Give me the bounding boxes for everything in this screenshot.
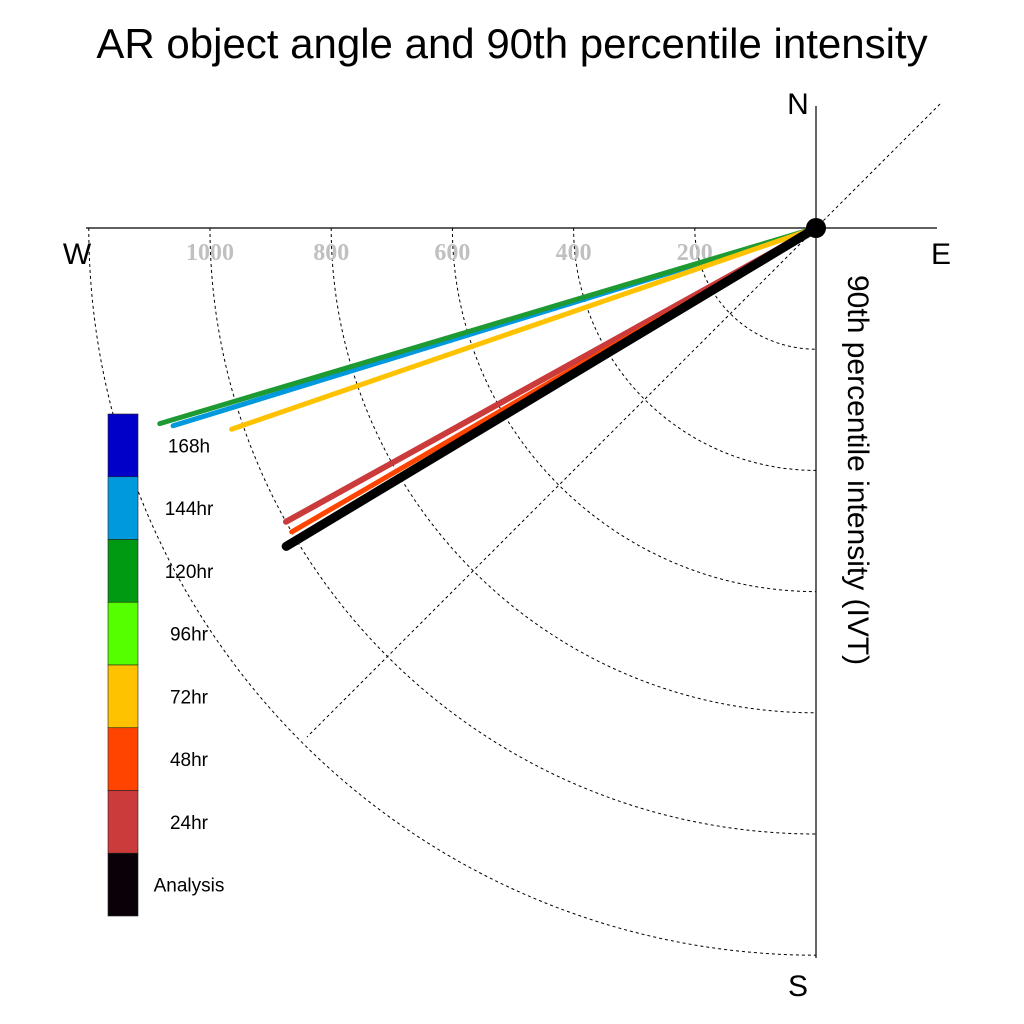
- vector-72hr: [229, 225, 819, 432]
- chart-title: AR object angle and 90th percentile inte…: [96, 20, 927, 67]
- legend-swatch-48hr: [107, 727, 139, 791]
- diagonal-guide: [306, 103, 941, 738]
- south-label: S: [788, 970, 808, 1003]
- legend-swatch-72hr: [107, 664, 139, 729]
- intensity-ring: [573, 227, 817, 471]
- origin-point: [806, 218, 826, 238]
- intensity-ring: [694, 227, 817, 350]
- legend-label-24hr: 24hr: [170, 813, 209, 834]
- west-label: W: [63, 238, 92, 271]
- legend-label-96hr: 96hr: [170, 625, 209, 646]
- legend-swatch-24hr: [107, 790, 139, 854]
- legend-label-analysis: Analysis: [154, 876, 225, 897]
- legend-label-48hr: 48hr: [170, 750, 209, 771]
- vector-120hr: [157, 225, 819, 427]
- legend-label-168hr: 168h: [168, 436, 210, 457]
- intensity-ring: [451, 227, 817, 593]
- forecast-vectors: [157, 223, 821, 551]
- radial-tick-label: 600: [434, 240, 470, 266]
- legend-swatch-144hr: [107, 476, 139, 540]
- radial-tick-label: 800: [313, 240, 349, 266]
- radial-tick-label: 400: [556, 240, 592, 266]
- compass-axes: [86, 103, 941, 958]
- legend-swatch-analysis: [107, 852, 139, 917]
- vector-analysis: [281, 223, 821, 551]
- intensity-ring: [88, 227, 817, 956]
- legend-swatch-120hr: [107, 539, 139, 603]
- y-axis-label: 90th percentile intensity (IVT): [841, 275, 874, 665]
- legend-label-144hr: 144hr: [165, 499, 214, 520]
- legend-label-72hr: 72hr: [170, 687, 209, 708]
- radial-tick-label: 1000: [186, 240, 234, 266]
- legend-label-120hr: 120hr: [165, 562, 214, 583]
- legend-swatch-168hr: [107, 413, 139, 478]
- north-label: N: [787, 88, 809, 121]
- legend-swatch-96hr: [107, 601, 139, 666]
- legend: 168h 144hr 120hr 96hr 72hr 48hr 24hr Analysis: [107, 413, 225, 917]
- east-label: E: [931, 238, 951, 271]
